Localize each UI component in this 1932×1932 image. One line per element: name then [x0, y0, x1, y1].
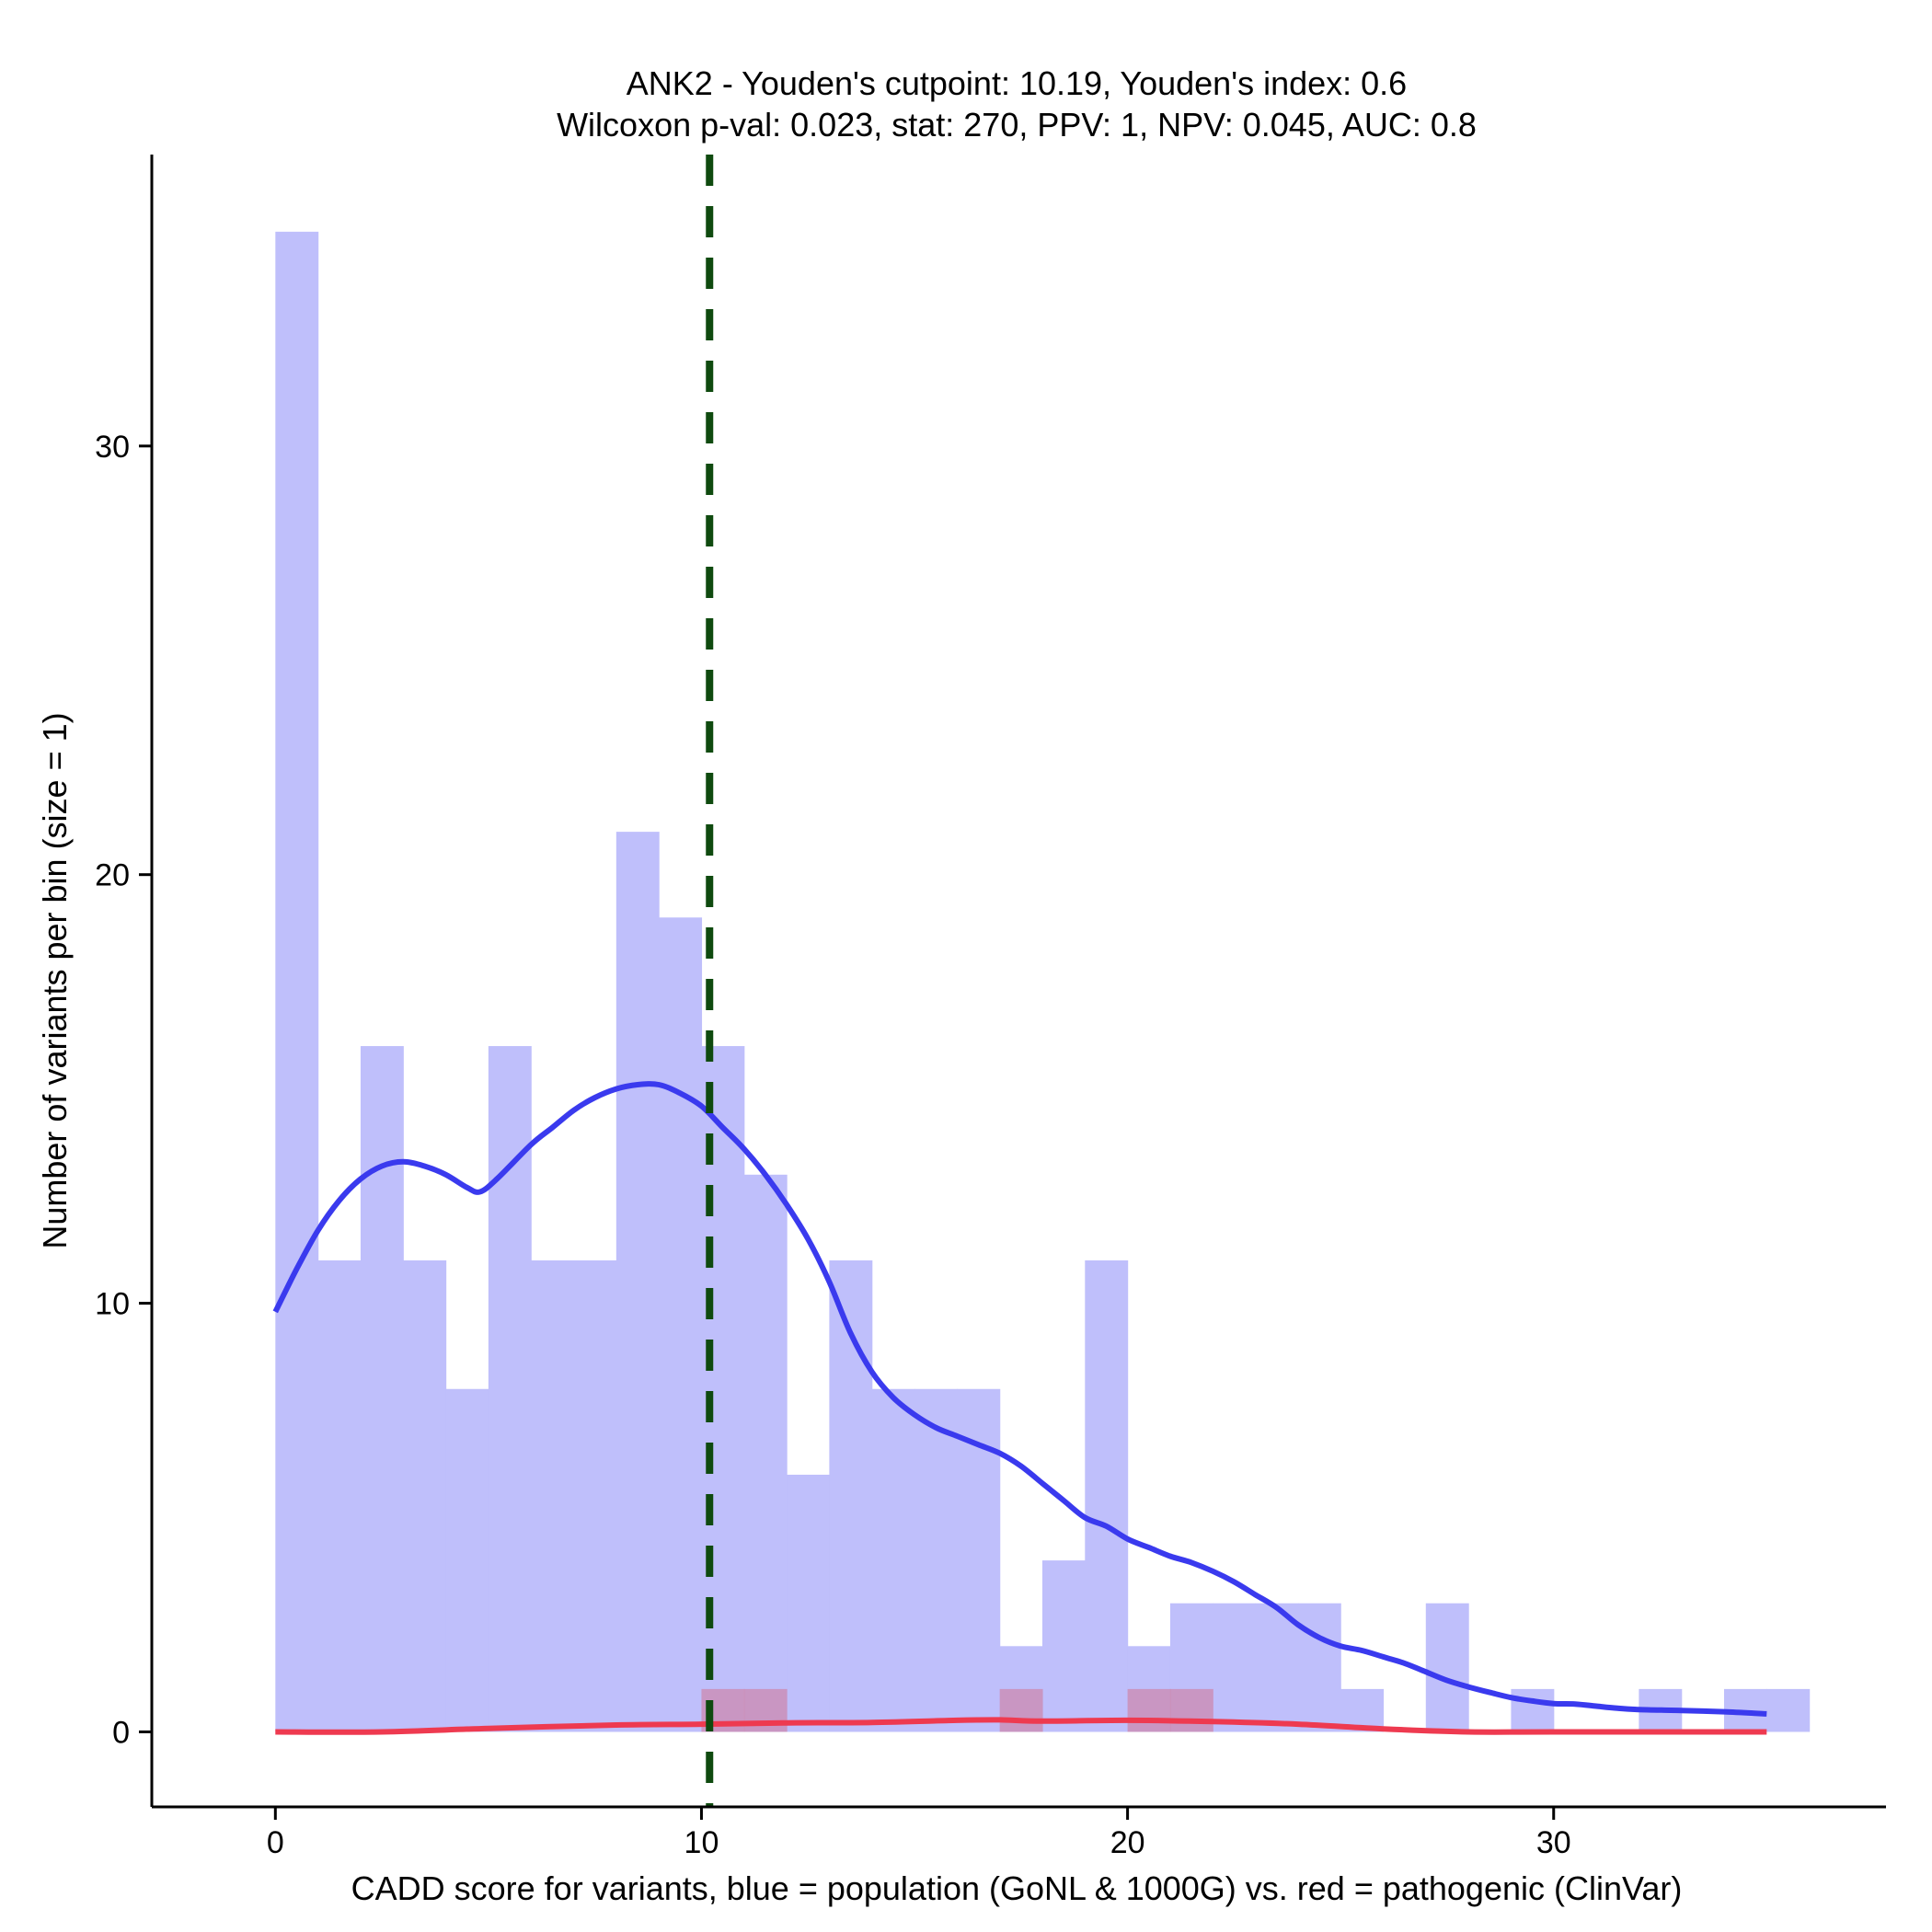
population-bar-1	[317, 1259, 362, 1732]
population-bar-22	[1213, 1603, 1257, 1732]
x-axis-ticks: 0 10 20 30	[267, 1807, 1571, 1860]
population-bar-35	[1766, 1688, 1811, 1732]
population-bar-0	[275, 231, 319, 1732]
y-tick-label-20: 20	[95, 858, 130, 893]
y-tick-label-0: 0	[112, 1715, 130, 1750]
y-axis-label: Number of variants per bin (size = 1)	[36, 712, 74, 1248]
population-bar-29	[1511, 1688, 1555, 1732]
x-tick-label-0: 0	[267, 1825, 284, 1860]
y-axis-ticks: 0 10 20 30	[95, 430, 152, 1750]
population-density-line	[272, 1081, 1767, 1717]
population-bar-8	[615, 832, 660, 1732]
population-bar-27	[1425, 1603, 1469, 1732]
population-bar-5	[488, 1046, 532, 1732]
population-bar-3	[403, 1259, 447, 1732]
y-tick-label-30: 30	[95, 430, 130, 465]
population-bar-15	[914, 1388, 958, 1732]
chart-title-line-2: Wilcoxon p-val: 0.023, stat: 270, PPV: 1…	[557, 106, 1477, 144]
population-bar-19	[1085, 1259, 1129, 1732]
population-bar-14	[871, 1388, 915, 1732]
population-bar-12	[787, 1474, 831, 1732]
pathogenic-density-line	[275, 1717, 1767, 1735]
x-axis-label: CADD score for variants, blue = populati…	[351, 1869, 1683, 1907]
population-bar-4	[445, 1388, 489, 1732]
population-bar-9	[659, 917, 703, 1732]
population-bar-11	[743, 1174, 788, 1732]
pathogenic-bar-17	[999, 1688, 1043, 1732]
population-bar-6	[531, 1259, 575, 1732]
population-bar-23	[1255, 1603, 1299, 1732]
population-bar-2	[360, 1046, 404, 1732]
x-tick-label-10: 10	[684, 1825, 719, 1860]
y-tick-label-10: 10	[95, 1287, 130, 1322]
chart-title-line-1: ANK2 - Youden's cutpoint: 10.19, Youden'…	[627, 64, 1407, 102]
pathogenic-bar-20	[1127, 1688, 1171, 1732]
x-tick-label-30: 30	[1536, 1825, 1571, 1860]
x-tick-label-20: 20	[1110, 1825, 1145, 1860]
population-bar-7	[573, 1259, 617, 1732]
population-bar-24	[1297, 1603, 1341, 1732]
population-bar-18	[1041, 1560, 1086, 1732]
pathogenic-bars	[701, 1688, 1213, 1732]
density-curves	[272, 1081, 1767, 1735]
pathogenic-bar-21	[1169, 1688, 1213, 1732]
